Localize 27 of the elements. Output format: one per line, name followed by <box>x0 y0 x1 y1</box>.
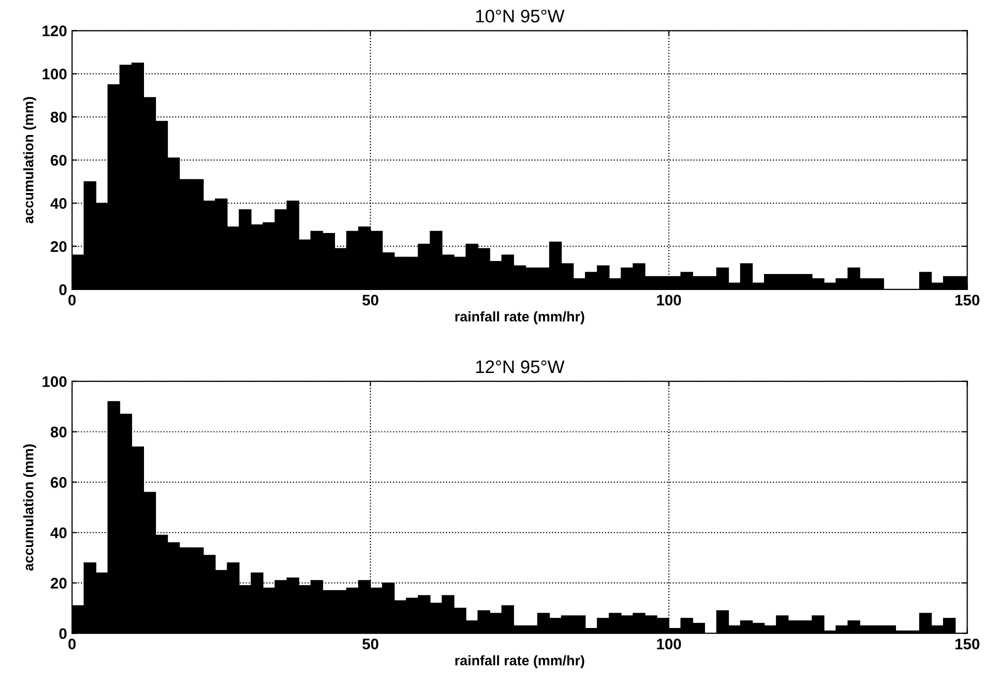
y-tick-label: 80 <box>50 426 67 438</box>
x-tick-label: 0 <box>68 638 76 650</box>
y-tick-label: 20 <box>50 578 67 589</box>
x-tick-label: 150 <box>955 638 980 650</box>
y-tick-label: 60 <box>50 477 67 488</box>
y-tick-label: 40 <box>50 198 67 209</box>
x-tick-label: 0 <box>68 294 76 306</box>
y-tick-label: 80 <box>50 112 67 123</box>
y-tick-label: 0 <box>59 628 67 640</box>
y-tick-label: 100 <box>42 68 67 80</box>
x-tick-label: 100 <box>657 638 681 650</box>
y-tick-label: 20 <box>50 241 67 252</box>
x-axis-title: rainfall rate (mm/hr) <box>455 311 584 324</box>
chart-title: 12°N 95°W <box>476 360 564 374</box>
y-axis-title: accumulation (mm) <box>23 97 36 224</box>
x-tick-label: 50 <box>362 638 378 650</box>
y-tick-label: 60 <box>50 154 67 166</box>
x-tick-label: 50 <box>362 294 378 306</box>
x-tick-label: 100 <box>657 294 681 306</box>
chart-title: 10°N 95°W <box>476 10 564 22</box>
y-tick-label: 40 <box>50 527 67 538</box>
x-axis-title: rainfall rate (mm/hr) <box>455 655 584 668</box>
y-tick-label: 100 <box>42 376 67 388</box>
x-tick-label: 150 <box>955 294 980 306</box>
y-tick-label: 0 <box>59 284 67 296</box>
y-axis-title: accumulation (mm) <box>23 444 36 571</box>
y-tick-label: 120 <box>42 26 67 36</box>
